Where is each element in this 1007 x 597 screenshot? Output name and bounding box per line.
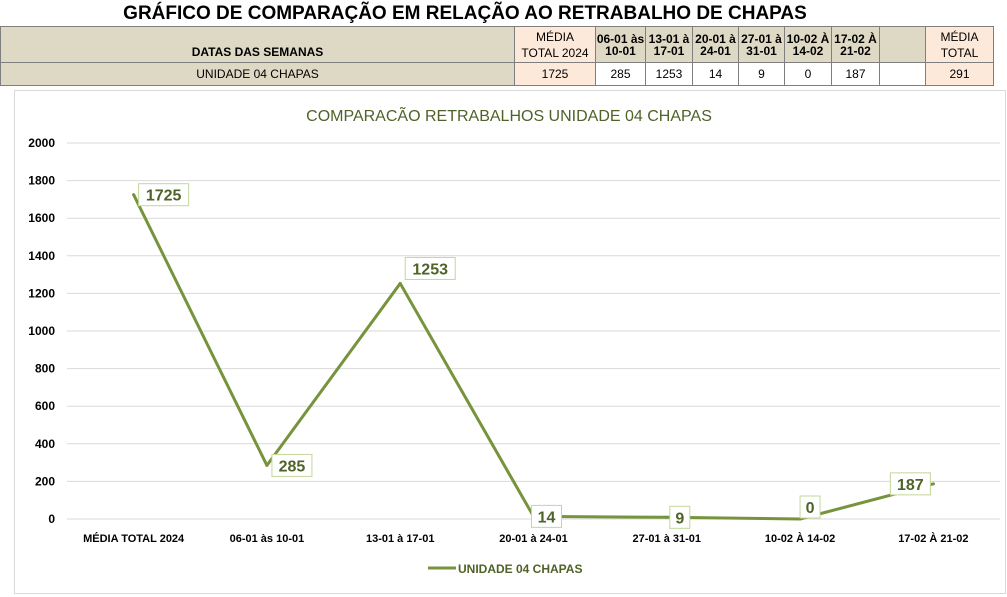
cell-media-total[interactable]: 291 [925, 62, 994, 86]
y-tick-label: 0 [48, 512, 55, 526]
header-media-2024-line1: MÉDIA [535, 29, 574, 44]
x-tick-label: 27-01 à 31-01 [633, 533, 702, 545]
x-tick-label: 13-01 à 17-01 [366, 533, 435, 545]
y-tick-label: 1000 [28, 324, 55, 338]
y-tick-label: 800 [35, 362, 55, 376]
header-week-6-line1: 17-02 À [834, 31, 877, 46]
data-table: DATAS DAS SEMANAS MÉDIA TOTAL 2024 06-01… [0, 26, 994, 86]
data-point [265, 463, 269, 467]
header-week-6[interactable]: 17-02 À 21-02 [831, 26, 880, 63]
data-label-box [669, 505, 691, 529]
y-tick-label: 2000 [28, 136, 55, 150]
header-week-4-line2: 31-01 [746, 43, 777, 58]
header-week-3[interactable]: 20-01 à 24-01 [692, 26, 739, 63]
header-week-2-line1: 13-01 à [648, 31, 690, 46]
data-label-box [889, 472, 931, 496]
data-label-box [404, 256, 456, 280]
x-tick-label: 17-02 À 21-02 [898, 532, 968, 545]
header-media-total-line1: MÉDIA [940, 29, 979, 44]
y-tick-label: 1600 [28, 211, 55, 225]
header-week-1[interactable]: 06-01 às 10-01 [595, 26, 646, 63]
data-label-box [138, 183, 190, 207]
data-label: 1253 [412, 261, 448, 278]
header-week-5[interactable]: 10-02 À 14-02 [784, 26, 832, 63]
header-empty[interactable] [879, 26, 926, 63]
header-week-5-line2: 14-02 [792, 43, 824, 58]
header-week-2-line2: 17-01 [653, 43, 685, 58]
y-tick-label: 600 [35, 399, 55, 413]
series-line [132, 193, 935, 521]
chart-area[interactable] [14, 90, 1006, 594]
header-week-3-line2: 24-01 [700, 43, 731, 58]
data-point [665, 515, 669, 519]
cell-week-3[interactable]: 14 [692, 62, 739, 86]
data-label: 14 [538, 509, 556, 526]
header-media-2024[interactable]: MÉDIA TOTAL 2024 [514, 26, 596, 63]
x-tick-label: 20-01 à 24-01 [499, 533, 568, 545]
header-week-2[interactable]: 13-01 à 17-01 [645, 26, 693, 63]
y-tick-label: 400 [35, 437, 55, 451]
y-tick-label: 200 [35, 474, 55, 488]
data-label: 285 [279, 458, 306, 475]
cell-week-6[interactable]: 187 [831, 62, 880, 86]
y-tick-label: 1800 [28, 174, 55, 188]
header-media-2024-line2: TOTAL 2024 [521, 45, 589, 60]
header-week-5-line1: 10-02 À [786, 31, 830, 46]
data-label: 187 [897, 477, 924, 494]
data-label-box [531, 504, 562, 528]
x-tick-label: 10-02 À 14-02 [765, 532, 835, 545]
row-label[interactable]: UNIDADE 04 CHAPAS [0, 62, 515, 86]
legend-label: UNIDADE 04 CHAPAS [458, 562, 582, 576]
data-label: 0 [806, 500, 815, 517]
data-point [398, 281, 402, 285]
x-tick-label: 06-01 às 10-01 [230, 533, 305, 545]
data-point [132, 193, 136, 197]
chart-title: COMPARACÃO RETRABALHOS UNIDADE 04 CHAPAS [306, 105, 712, 125]
header-week-6-line2: 21-02 [840, 43, 871, 58]
header-label[interactable]: DATAS DAS SEMANAS [0, 26, 515, 63]
header-media-total-line2: TOTAL [940, 45, 979, 60]
data-label-box [271, 453, 313, 477]
cell-media-2024[interactable]: 1725 [514, 62, 596, 86]
data-point [931, 482, 935, 486]
y-tick-label: 1200 [28, 286, 55, 300]
cell-week-2[interactable]: 1253 [645, 62, 693, 86]
data-label: 1725 [146, 188, 182, 205]
y-tick-label: 1400 [28, 249, 55, 263]
sheet-title: GRÁFICO DE COMPARAÇÃO EM RELAÇÃO AO RETR… [123, 3, 807, 24]
data-label-box [799, 495, 821, 519]
header-week-3-line1: 20-01 à [695, 31, 736, 46]
header-media-total[interactable]: MÉDIA TOTAL [925, 26, 994, 63]
header-week-4-line1: 27-01 à [741, 31, 782, 46]
header-week-4[interactable]: 27-01 à 31-01 [738, 26, 785, 63]
cell-week-4[interactable]: 9 [738, 62, 785, 86]
x-tick-label: MÉDIA TOTAL 2024 [83, 532, 185, 545]
header-week-1-line2: 10-01 [605, 43, 636, 58]
data-label: 9 [675, 510, 684, 527]
header-week-1-line1: 06-01 às [596, 31, 645, 46]
